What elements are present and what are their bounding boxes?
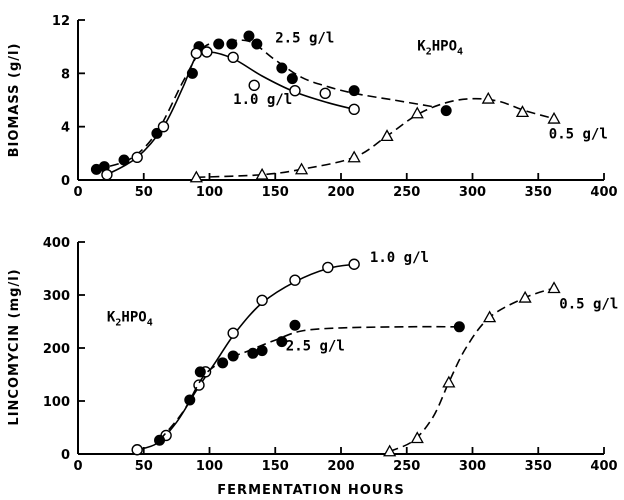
x-tick-label: 400 [590, 459, 617, 474]
y-tick-label: 200 [43, 342, 70, 357]
x-tick-label: 150 [262, 459, 289, 474]
data-point-open-circle [289, 274, 301, 286]
x-tick-label: 100 [196, 459, 223, 474]
data-point-filled-circle [213, 38, 225, 50]
y-tick-label: 300 [43, 289, 70, 304]
data-point-open-triangle [380, 129, 394, 142]
x-tick-label: 250 [393, 185, 420, 200]
data-point-open-circle [190, 47, 203, 60]
data-point-filled-circle [256, 345, 268, 357]
x-tick-label: 50 [135, 185, 153, 200]
data-point-open-triangle [347, 150, 361, 163]
data-point-filled-circle [226, 38, 238, 50]
data-point-filled-circle [184, 394, 196, 406]
data-point-open-circle [227, 327, 239, 339]
data-point-filled-circle [286, 73, 298, 85]
series-0-line [136, 263, 355, 451]
data-point-open-circle [348, 258, 360, 270]
y-axis-title: BIOMASS (g/l) [7, 43, 22, 158]
series-annotation: K2HPO4 [417, 39, 463, 58]
data-point-open-triangle [255, 167, 269, 180]
data-point-filled-circle [276, 336, 288, 348]
data-point-open-circle [248, 79, 260, 92]
data-point-filled-circle [243, 30, 255, 42]
series-2-line [196, 97, 555, 179]
data-point-filled-circle [440, 105, 452, 117]
data-point-open-triangle [189, 170, 203, 183]
data-point-filled-circle [118, 154, 130, 166]
data-point-filled-circle [194, 366, 206, 378]
data-point-open-circle [227, 51, 239, 64]
data-point-open-triangle [442, 375, 456, 388]
x-tick-label: 0 [73, 185, 82, 200]
x-tick-label: 100 [196, 185, 223, 200]
data-point-open-circle [348, 103, 360, 116]
data-point-open-triangle [410, 431, 424, 444]
data-point-open-triangle [547, 111, 561, 124]
y-tick-label: 100 [43, 395, 70, 410]
y-tick-label: 4 [61, 121, 70, 136]
y-axis-title: LINCOMYCIN (mg/l) [7, 268, 22, 425]
data-point-filled-circle [247, 347, 259, 359]
data-point-filled-circle [251, 38, 263, 50]
y-tick-label: 400 [43, 236, 70, 251]
x-tick-label: 200 [327, 185, 354, 200]
y-tick-label: 8 [61, 67, 70, 82]
x-tick-label: 150 [262, 185, 289, 200]
data-point-filled-circle [154, 434, 166, 446]
data-point-filled-circle [151, 127, 163, 139]
data-point-filled-circle [453, 321, 465, 333]
data-point-open-triangle [383, 444, 397, 457]
data-point-open-circle [322, 261, 334, 274]
data-point-open-circle [131, 151, 143, 164]
series-annotation: 0.5 g/l [559, 296, 618, 312]
y-tick-label: 0 [61, 174, 70, 189]
lincomycin-panel: 0 50 100 150 200 250 300 350 400 0 100 200 300 400 LIN… [7, 236, 618, 498]
biomass-panel: 0 50 100 150 200 250 300 350 400 0 4 8 12 BIOMASS (g/… [7, 14, 618, 200]
data-point-open-triangle [547, 281, 561, 294]
data-point-open-triangle [294, 162, 309, 175]
data-point-filled-circle [227, 350, 239, 362]
x-tick-label: 350 [525, 185, 552, 200]
series-annotation: 1.0 g/l [370, 250, 429, 266]
x-tick-label: 200 [327, 459, 354, 474]
x-tick-label: 300 [459, 185, 486, 200]
y-tick-label: 12 [52, 14, 70, 29]
y-tick-label: 0 [61, 448, 70, 463]
data-point-filled-circle [289, 319, 301, 331]
series-annotation: 1.0 g/l [233, 92, 292, 108]
data-point-filled-circle [217, 357, 229, 369]
series-1-line [106, 50, 355, 176]
data-point-open-triangle [481, 91, 495, 104]
data-point-open-circle [319, 87, 331, 100]
series-1-line [158, 325, 460, 441]
x-tick-label: 350 [525, 459, 552, 474]
data-point-filled-circle [276, 62, 288, 74]
data-point-open-circle [131, 444, 143, 456]
data-point-open-triangle [410, 106, 424, 119]
data-point-open-circle [289, 84, 301, 97]
x-tick-label: 0 [73, 459, 82, 474]
series-annotation: 2.5 g/l [275, 31, 334, 47]
data-point-open-circle [201, 46, 213, 58]
data-point-open-circle [256, 294, 268, 306]
series-annotation: 0.5 g/l [549, 127, 608, 143]
series-annotation: 2.5 g/l [286, 339, 345, 355]
data-point-open-triangle [518, 290, 532, 303]
x-tick-label: 400 [590, 185, 617, 200]
x-tick-label: 50 [135, 459, 153, 474]
x-tick-label: 250 [393, 459, 420, 474]
data-point-open-triangle [515, 105, 530, 118]
x-tick-label: 300 [459, 459, 486, 474]
data-point-filled-circle [348, 85, 360, 97]
data-point-open-circle [157, 120, 170, 133]
series-annotation: K2HPO4 [107, 310, 153, 329]
data-point-open-triangle [482, 310, 497, 323]
x-axis-title: FERMENTATION HOURS [217, 483, 404, 498]
data-point-open-circle [101, 168, 113, 181]
series-2-line [389, 287, 555, 453]
